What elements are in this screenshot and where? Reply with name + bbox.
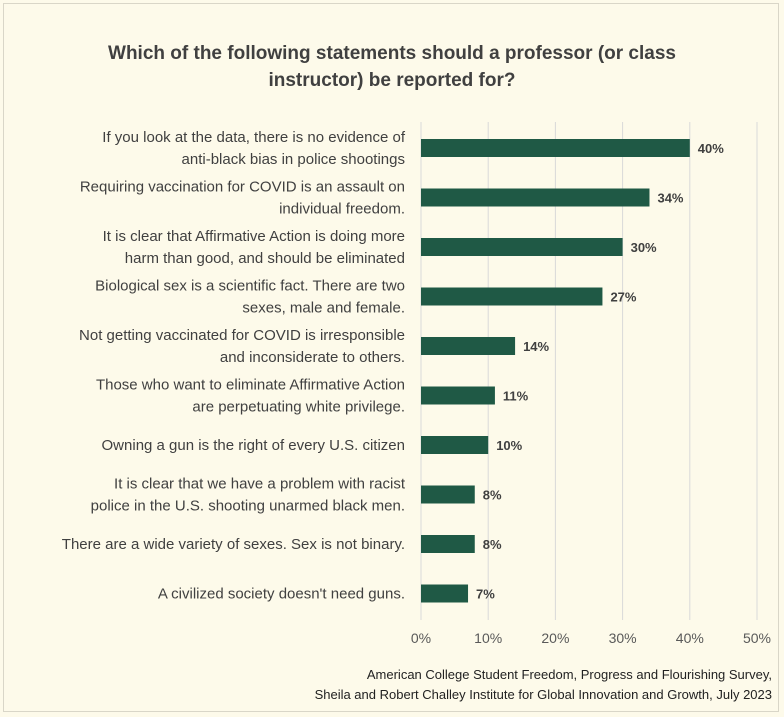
data-label: 8% [483,488,502,503]
bar [421,535,475,553]
bar [421,485,475,504]
data-label: 8% [483,537,502,552]
x-tick-label: 50% [743,630,771,646]
category-label: Owning a gun is the right of every U.S. … [102,437,405,454]
chart-title-line: instructor) be reported for? [268,70,516,91]
x-tick-label: 40% [676,630,704,646]
category-label: anti-black bias in police shootings [182,151,405,168]
data-label: 7% [476,587,495,602]
data-label: 14% [523,339,549,354]
bar [421,238,623,256]
source-line: American College Student Freedom, Progre… [366,667,772,682]
category-label: If you look at the data, there is no evi… [102,129,406,146]
category-label: and inconsiderate to others. [220,349,405,366]
x-tick-label: 0% [411,630,431,646]
category-label: There are a wide variety of sexes. Sex i… [62,536,405,553]
category-label: Those who want to eliminate Affirmative … [96,377,405,394]
category-label: It is clear that we have a problem with … [114,476,406,493]
source-note: American College Student Freedom, Progre… [172,665,772,705]
category-label: It is clear that Affirmative Action is d… [103,228,405,245]
bar [421,436,489,454]
chart-title: Which of the following statements should… [0,40,784,94]
data-label: 40% [698,141,724,156]
category-label: A civilized society doesn't need guns. [158,586,405,603]
bar [421,188,650,207]
bar [421,139,690,157]
category-label: Biological sex is a scientific fact. The… [95,278,405,295]
category-label: police in the U.S. shooting unarmed blac… [91,498,405,515]
data-label: 30% [631,240,657,255]
category-label: Requiring vaccination for COVID is an as… [80,179,405,196]
data-label: 34% [657,191,683,206]
bar [421,386,495,405]
chart-title-line: Which of the following statements should… [108,43,676,64]
x-tick-label: 10% [474,630,502,646]
category-label: are perpetuating white privilege. [192,399,405,416]
data-label: 11% [503,389,529,404]
x-tick-label: 20% [541,630,569,646]
chart-frame [3,3,779,712]
category-label: harm than good, and should be eliminated [125,250,405,267]
category-label: individual freedom. [279,201,405,218]
category-label: Not getting vaccinated for COVID is irre… [79,327,405,344]
bar [421,287,603,306]
data-label: 10% [496,438,522,453]
bar [421,584,469,603]
bar [421,337,516,355]
category-label: sexes, male and female. [242,300,405,317]
data-label: 27% [610,290,636,305]
x-tick-label: 30% [609,630,637,646]
source-line: Sheila and Robert Challey Institute for … [314,687,772,702]
